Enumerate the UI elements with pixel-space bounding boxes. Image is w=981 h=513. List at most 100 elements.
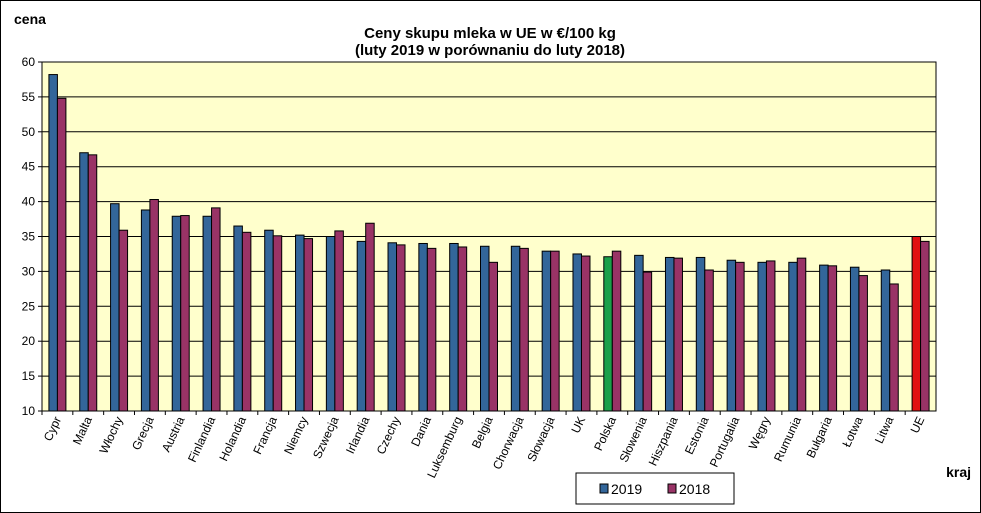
bar-2018-Grecja [149, 199, 159, 412]
x-tick-label-Hiszpania: Hiszpania [646, 414, 681, 468]
bar-2019-Grecja [140, 209, 151, 412]
bar-2019-UE [911, 236, 922, 412]
bar-2018-Szwecja [334, 230, 344, 412]
bar-2018-Litwa [889, 283, 899, 412]
bar-2018-UE [920, 240, 930, 412]
x-tick-label-Łotwa: Łotwa [839, 414, 865, 449]
x-tick-label-Dania: Dania [408, 414, 434, 449]
bar-2018-Łotwa [858, 275, 868, 412]
bar-2019-Chorwacja [510, 245, 521, 412]
x-tick-label-Czechy: Czechy [374, 414, 404, 456]
bar-2018-Słowacja [550, 250, 560, 412]
y-tick-labels: 10 15 20 25 30 35 40 45 50 55 60 [22, 55, 36, 418]
bar-2019-Włochy [110, 203, 120, 412]
bar-2019-Łotwa [849, 266, 860, 412]
bar-2018-Belgia [488, 261, 498, 412]
chart-title: Ceny skupu mleka w UE w €/100 kg [364, 25, 616, 42]
bar-2019-UK [572, 253, 582, 412]
x-tick-label-Cypr: Cypr [41, 414, 64, 443]
x-tick-label-Litwa: Litwa [872, 414, 897, 446]
x-tick-label-UK: UK [568, 414, 588, 435]
x-tick-label-Szwecja: Szwecja [310, 414, 342, 461]
legend-label-2019: 2019 [611, 481, 642, 497]
bar-2019-Węgry [757, 261, 767, 412]
y-tick-label-30: 30 [22, 264, 36, 278]
bar-2019-Luksemburg [449, 242, 459, 412]
bar-2018-Niemcy [303, 238, 314, 412]
x-tick-label-Bułgaria: Bułgaria [804, 414, 835, 460]
x-tick-label-Portugalia: Portugalia [707, 414, 743, 469]
bar-2018-Malta [87, 154, 98, 412]
y-tick-label-20: 20 [22, 334, 36, 348]
bars [48, 74, 930, 412]
x-tick-label-Belgia: Belgia [469, 414, 496, 450]
bar-2019-Szwecja [325, 236, 336, 412]
bar-2019-Estonia [695, 256, 706, 412]
y-tick-label-45: 45 [22, 160, 36, 174]
x-axis-label: kraj [946, 464, 971, 480]
bar-2019-Słowacja [541, 250, 552, 412]
x-tick-label-Węgry: Węgry [746, 414, 773, 451]
y-tick-label-50: 50 [22, 125, 36, 139]
x-tick-label-Finlandia: Finlandia [185, 414, 218, 464]
bar-2019-Dania [418, 242, 428, 412]
y-tick-label-10: 10 [22, 404, 36, 418]
bar-2018-Bułgaria [827, 265, 838, 412]
y-tick-label-60: 60 [22, 55, 36, 69]
bar-2018-Włochy [118, 229, 129, 412]
bar-2018-Irlandia [365, 222, 375, 412]
bar-2018-Estonia [704, 269, 714, 412]
legend-swatch-2018 [667, 483, 677, 494]
x-tick-label-Austria: Austria [159, 414, 188, 454]
x-tick-label-Francja: Francja [250, 414, 280, 456]
bar-2018-Finlandia [211, 207, 221, 412]
bar-2019-Austria [171, 215, 182, 412]
chart-subtitle: (luty 2019 w porównaniu do luty 2018) [355, 42, 625, 59]
bar-2019-Cypr [48, 74, 58, 412]
x-tick-label-Polska: Polska [591, 414, 619, 453]
bar-2019-Litwa [880, 269, 891, 412]
bar-2018-Rumunia [796, 257, 807, 412]
x-tick-label-Rumunia: Rumunia [771, 414, 804, 464]
x-tick-label-Słowacja: Słowacja [524, 414, 557, 464]
bar-2018-Chorwacja [519, 247, 529, 412]
x-tick-label-Chorwacja: Chorwacja [490, 414, 527, 472]
y-tick-label-55: 55 [22, 90, 36, 104]
x-tick-labels: Cypr Malta Włochy Grecja AustriaFinlandiaHol… [41, 414, 928, 480]
legend: 2019 2018 [575, 472, 735, 505]
bar-2018-Cypr [56, 97, 67, 412]
legend-box [575, 472, 735, 505]
legend-label-2018: 2018 [679, 481, 710, 497]
x-tick-label-Włochy: Włochy [96, 414, 125, 456]
bar-2018-Portugalia [735, 261, 745, 412]
bar-2018-UK [580, 255, 591, 412]
y-tick-label-35: 35 [22, 230, 36, 244]
x-tick-label-Holandia: Holandia [216, 414, 249, 463]
bar-2018-Holandia [241, 231, 252, 412]
bar-2018-Francja [272, 235, 283, 412]
bar-2019-Polska [603, 256, 613, 412]
bar-2019-Finlandia [202, 215, 213, 412]
x-tick-label-Estonia: Estonia [682, 414, 712, 456]
x-tick-label-Malta: Malta [70, 414, 95, 447]
bar-2019-Irlandia [356, 240, 367, 412]
bar-2018-Słowenia [642, 271, 653, 412]
x-tick-label-UE: UE [908, 414, 928, 435]
x-tick-label-Niemcy: Niemcy [281, 414, 311, 456]
bar-2018-Luksemburg [457, 246, 468, 412]
bar-2019-Hiszpania [664, 256, 675, 412]
y-tick-label-25: 25 [22, 299, 36, 313]
bar-2019-Belgia [480, 245, 490, 412]
bar-2018-Austria [180, 215, 190, 412]
bar-2019-Rumunia [788, 261, 798, 412]
x-tick-label-Grecja: Grecja [129, 414, 157, 452]
y-axis-label: cena [14, 11, 46, 27]
bar-2018-Węgry [765, 260, 776, 412]
y-tick-label-15: 15 [22, 369, 36, 383]
x-tick-label-Słowenia: Słowenia [617, 414, 650, 464]
bar-2019-Malta [79, 152, 89, 412]
bar-2019-Słowenia [634, 254, 644, 412]
bar-2018-Polska [611, 250, 622, 412]
bar-2018-Hiszpania [673, 257, 683, 412]
